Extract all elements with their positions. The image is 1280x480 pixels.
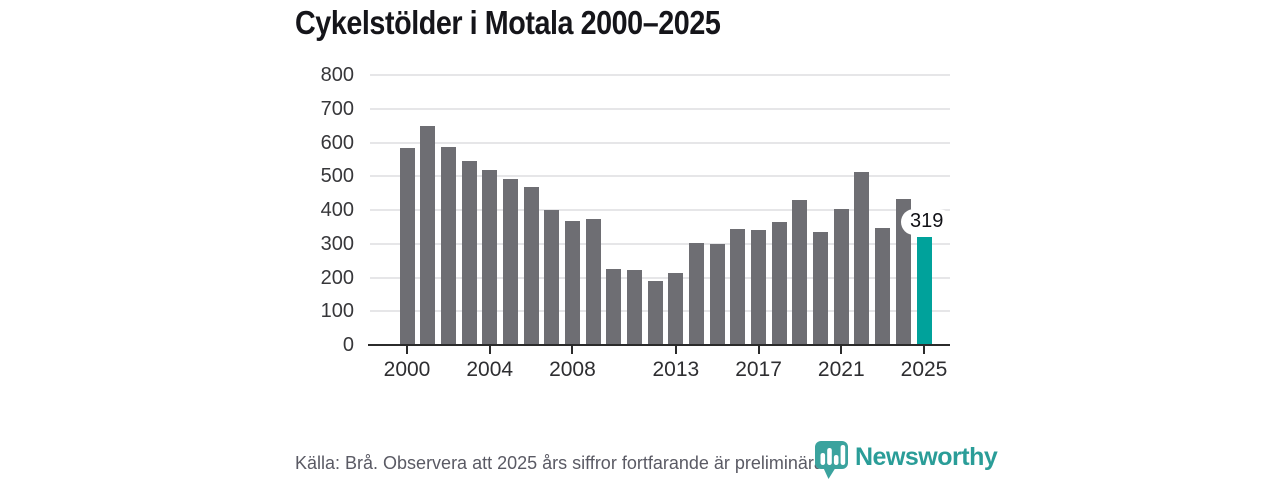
- bar: [833, 208, 849, 345]
- x-axis-tick-label: 2008: [549, 358, 596, 381]
- source-note: Källa: Brå. Observera att 2025 års siffr…: [295, 453, 829, 473]
- newsworthy-logo: Newsworthy: [814, 439, 998, 480]
- bar: [523, 187, 539, 345]
- bar: [585, 218, 601, 345]
- bar: [751, 230, 767, 345]
- bar: [875, 227, 891, 345]
- x-axis-tick: [840, 346, 843, 354]
- newsworthy-logo-text: Newsworthy: [855, 443, 998, 471]
- bar: [771, 222, 787, 345]
- x-axis-line: [368, 344, 950, 346]
- y-axis-tick-label: 500: [320, 165, 354, 188]
- newsworthy-barchart-pin-icon: [815, 441, 848, 479]
- gridline: [370, 209, 950, 211]
- bar: [606, 269, 622, 345]
- x-axis-tick: [757, 346, 760, 354]
- bar-highlighted: [916, 237, 932, 345]
- y-axis-tick-label: 400: [320, 199, 354, 221]
- bar: [647, 281, 663, 345]
- y-axis-tick-label: 700: [320, 97, 354, 120]
- x-axis-tick-label: 2004: [466, 358, 514, 381]
- x-axis-tick-label: 2017: [735, 358, 782, 381]
- bar: [399, 148, 415, 345]
- y-axis-tick-label: 200: [320, 266, 354, 289]
- gridline: [370, 175, 950, 178]
- x-axis-tick: [923, 346, 925, 354]
- y-axis-tick-label: 600: [320, 131, 354, 154]
- y-axis-tick-label: 300: [320, 232, 354, 255]
- x-axis-tick-label: 2013: [652, 358, 700, 381]
- bar: [668, 273, 684, 345]
- bar: [440, 146, 456, 345]
- gridline: [370, 74, 950, 76]
- x-axis-tick: [488, 346, 491, 354]
- bar: [792, 199, 808, 345]
- x-axis-tick-label: 2025: [900, 358, 948, 381]
- bar: [482, 170, 498, 345]
- x-axis-tick: [406, 346, 408, 354]
- bar: [895, 199, 911, 345]
- x-axis-tick: [571, 346, 574, 354]
- y-axis-tick-label: 800: [320, 64, 354, 86]
- bar: [544, 209, 560, 345]
- gridline: [370, 141, 950, 144]
- chart-title: Cykelstölder i Motala 2000–2025: [295, 4, 721, 41]
- y-axis-tick-label: 100: [320, 300, 354, 323]
- bar: [689, 243, 705, 345]
- bar: [564, 220, 580, 345]
- x-axis-tick-label: 2021: [817, 358, 865, 381]
- x-axis-tick: [674, 346, 677, 354]
- y-axis-tick-label: 0: [342, 334, 354, 356]
- bar: [502, 178, 518, 345]
- bar: [420, 125, 436, 345]
- gridline: [370, 107, 950, 110]
- bar: [730, 229, 746, 345]
- bar: [709, 244, 725, 345]
- gridline: [370, 242, 950, 245]
- bar: [854, 172, 870, 345]
- bar: [461, 161, 477, 345]
- value-label: 319: [901, 209, 953, 236]
- bar: [626, 270, 642, 345]
- x-axis-tick-label: 2000: [383, 358, 431, 381]
- bar: [813, 232, 829, 345]
- gridline: [370, 276, 950, 279]
